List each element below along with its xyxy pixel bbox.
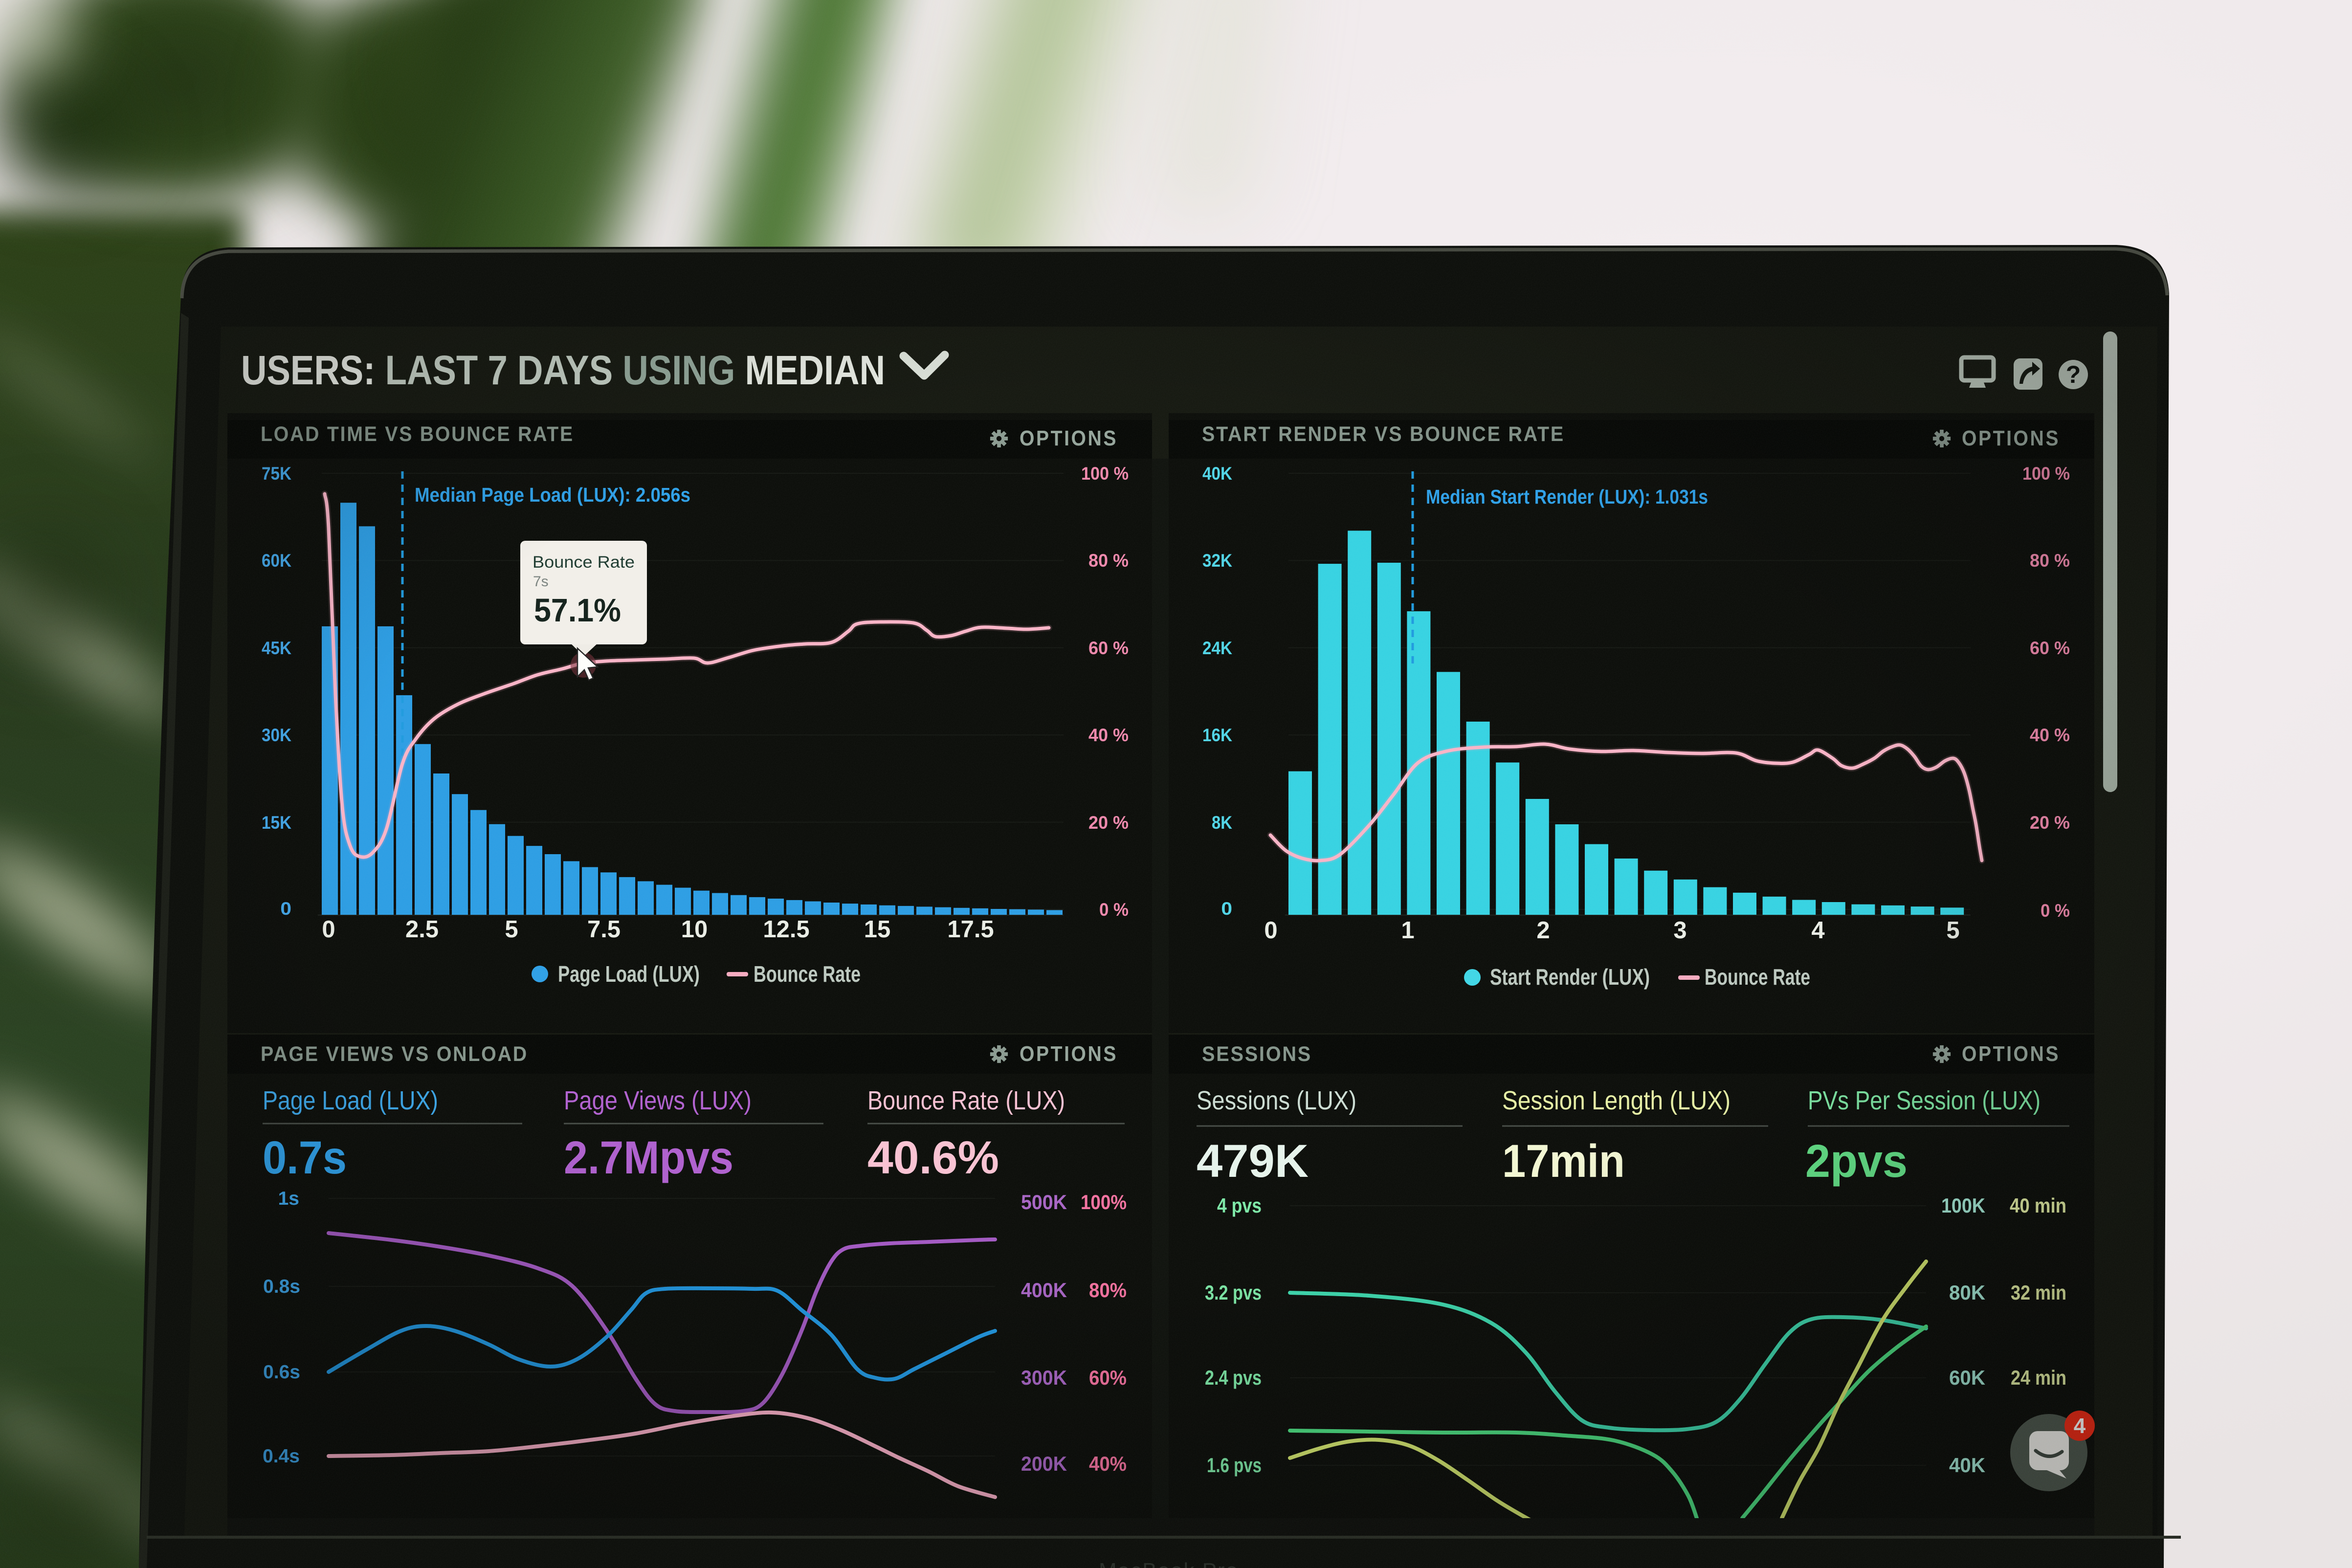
svg-text:?: ? bbox=[2066, 361, 2081, 388]
svg-text:4: 4 bbox=[2074, 1414, 2086, 1438]
